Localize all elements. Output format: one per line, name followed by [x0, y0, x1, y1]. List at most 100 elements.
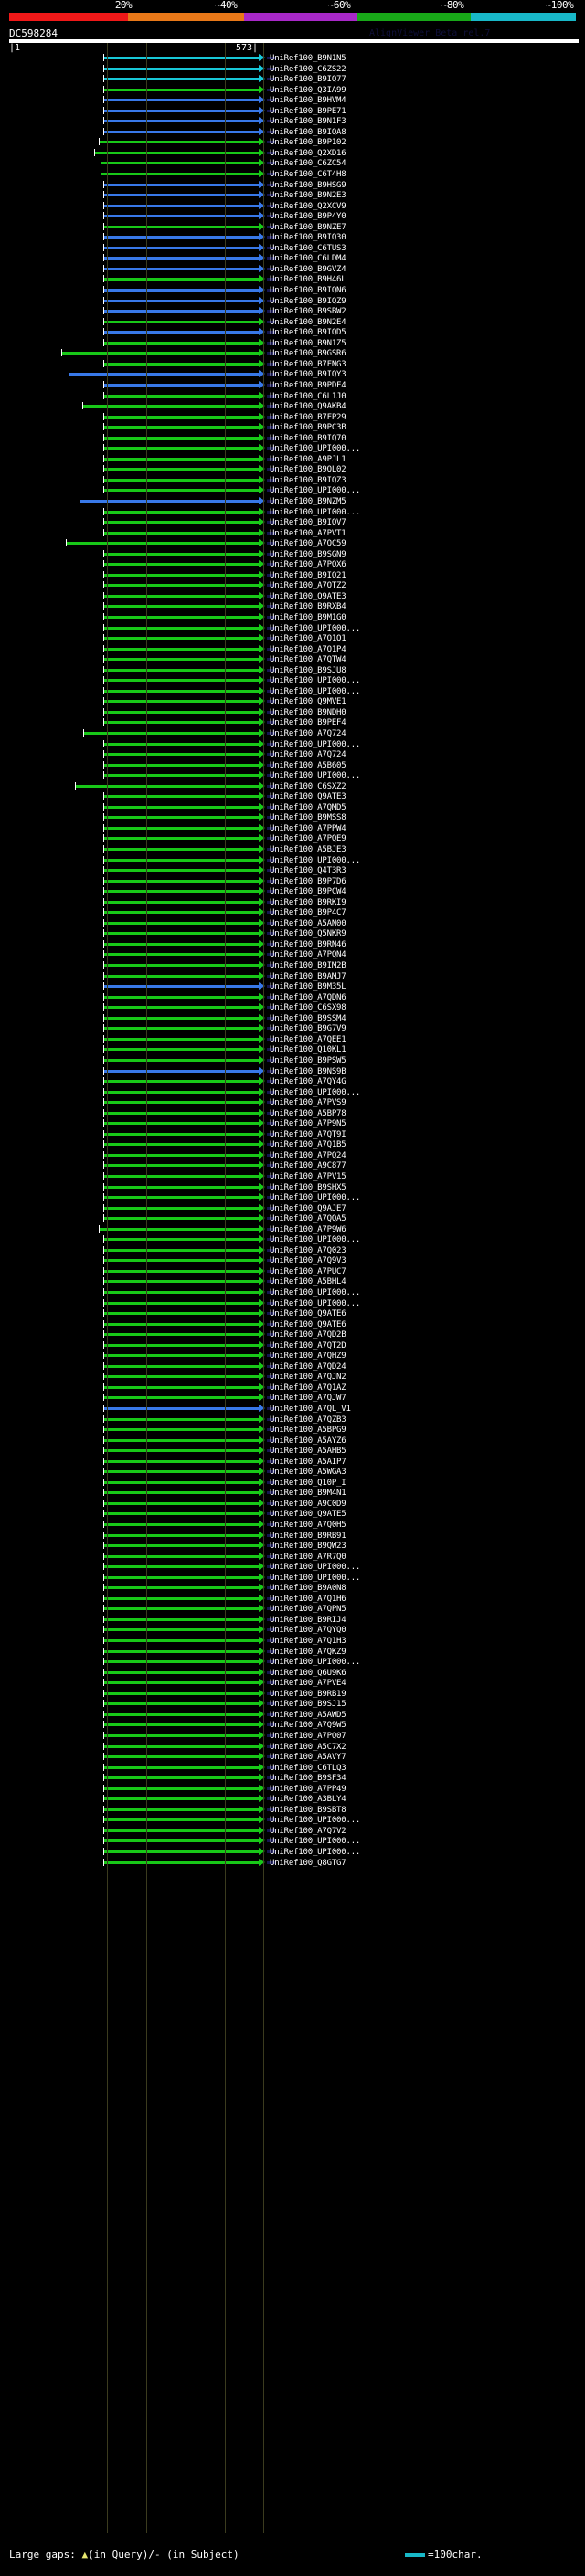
hit-bar[interactable] — [103, 67, 259, 70]
alignment-row[interactable]: UniRef100_A7PQN4 — [0, 949, 585, 960]
hit-bar[interactable] — [103, 57, 259, 59]
hit-label[interactable]: UniRef100_B9RIJ4 — [270, 1615, 346, 1625]
hit-label[interactable]: UniRef100_B9QL02 — [270, 465, 346, 475]
hit-bar[interactable] — [103, 1786, 259, 1790]
hit-bar[interactable] — [103, 1860, 259, 1864]
hit-bar[interactable] — [103, 1639, 259, 1643]
hit-bar[interactable] — [103, 1649, 259, 1653]
hit-label[interactable]: UniRef100_A7Q1AZ — [270, 1383, 346, 1393]
alignment-row[interactable]: UniRef100_A7Q1P4 — [0, 644, 585, 655]
hit-label[interactable]: UniRef100_A7P9N5 — [270, 1119, 346, 1129]
hit-label[interactable]: UniRef100_A5BPG9 — [270, 1426, 346, 1436]
hit-bar[interactable] — [103, 1269, 259, 1273]
alignment-row[interactable]: UniRef100_UPI000... — [0, 1193, 585, 1203]
hit-label[interactable]: UniRef100_A7Q9W5 — [270, 1721, 346, 1731]
hit-bar[interactable] — [103, 858, 259, 862]
hit-label[interactable]: UniRef100_UPI000... — [270, 1816, 361, 1826]
hit-bar[interactable] — [103, 1744, 259, 1748]
alignment-row[interactable]: UniRef100_Q9ATE5 — [0, 1509, 585, 1520]
hit-label[interactable]: UniRef100_UPI000... — [270, 1847, 361, 1857]
hit-label[interactable]: UniRef100_A7QYQ0 — [270, 1626, 346, 1636]
alignment-row[interactable]: UniRef100_B9M35L — [0, 981, 585, 992]
hit-bar[interactable] — [103, 710, 259, 714]
hit-label[interactable]: UniRef100_B9SJ15 — [270, 1700, 346, 1710]
hit-label[interactable]: UniRef100_B9GVZ4 — [270, 264, 346, 274]
hit-bar[interactable] — [103, 362, 259, 366]
hit-label[interactable]: UniRef100_A7PP49 — [270, 1784, 346, 1794]
hit-bar[interactable] — [103, 1111, 259, 1115]
alignment-row[interactable]: UniRef100_B9PE71 — [0, 106, 585, 117]
hit-bar[interactable] — [103, 299, 259, 302]
hit-bar[interactable] — [103, 1364, 259, 1368]
alignment-row[interactable]: UniRef100_Q9ATE3 — [0, 791, 585, 802]
alignment-row[interactable]: UniRef100_B9N1N5 — [0, 53, 585, 64]
alignment-row[interactable]: UniRef100_A7PVE4 — [0, 1678, 585, 1689]
hit-bar[interactable] — [103, 932, 259, 936]
hit-label[interactable]: UniRef100_B9RN46 — [270, 939, 346, 949]
hit-bar[interactable] — [103, 267, 259, 270]
alignment-row[interactable]: UniRef100_B9SBW2 — [0, 306, 585, 317]
alignment-row[interactable]: UniRef100_B9IQZ9 — [0, 296, 585, 307]
alignment-row[interactable]: UniRef100_Q2XD16 — [0, 148, 585, 159]
hit-bar[interactable] — [103, 1491, 259, 1495]
hit-label[interactable]: UniRef100_UPI000... — [270, 623, 361, 633]
hit-label[interactable]: UniRef100_A5AVY7 — [270, 1753, 346, 1763]
hit-bar[interactable] — [103, 626, 259, 630]
alignment-row[interactable]: UniRef100_B9SJU8 — [0, 665, 585, 676]
alignment-row[interactable]: UniRef100_B9IQD5 — [0, 327, 585, 338]
hit-bar[interactable] — [103, 1259, 259, 1263]
hit-label[interactable]: UniRef100_A7Q9V3 — [270, 1256, 346, 1267]
alignment-row[interactable]: UniRef100_Q9AKB4 — [0, 401, 585, 412]
hit-label[interactable]: UniRef100_B9HVM4 — [270, 96, 346, 106]
hit-label[interactable]: UniRef100_A7Q7V2 — [270, 1826, 346, 1836]
hit-label[interactable]: UniRef100_A7Q1H6 — [270, 1594, 346, 1604]
hit-bar[interactable] — [103, 1470, 259, 1474]
alignment-row[interactable]: UniRef100_Q4T3R3 — [0, 865, 585, 876]
hit-bar[interactable] — [103, 1607, 259, 1611]
alignment-row[interactable]: UniRef100_A7PV15 — [0, 1171, 585, 1182]
hit-label[interactable]: UniRef100_A9PJL1 — [270, 454, 346, 464]
alignment-row[interactable]: UniRef100_B9IQN6 — [0, 285, 585, 296]
alignment-row[interactable]: UniRef100_A7Q023 — [0, 1246, 585, 1256]
alignment-row[interactable]: UniRef100_A7QHZ9 — [0, 1351, 585, 1362]
hit-bar[interactable] — [103, 1712, 259, 1716]
hit-label[interactable]: UniRef100_UPI000... — [270, 855, 361, 865]
hit-label[interactable]: UniRef100_Q4T3R3 — [270, 866, 346, 876]
hit-label[interactable]: UniRef100_Q9ATE6 — [270, 1309, 346, 1320]
alignment-row[interactable]: UniRef100_Q10KL1 — [0, 1044, 585, 1055]
hit-bar[interactable] — [103, 668, 259, 672]
hit-label[interactable]: UniRef100_B9IQN6 — [270, 286, 346, 296]
alignment-row[interactable]: UniRef100_A7QQA5 — [0, 1214, 585, 1224]
alignment-row[interactable]: UniRef100_A3BLY4 — [0, 1794, 585, 1805]
alignment-row[interactable]: UniRef100_B9M1G0 — [0, 612, 585, 623]
hit-label[interactable]: UniRef100_B9HSG9 — [270, 180, 346, 190]
alignment-row[interactable]: UniRef100_A7PQ07 — [0, 1731, 585, 1742]
hit-label[interactable]: UniRef100_Q10P_I — [270, 1478, 346, 1488]
alignment-row[interactable]: UniRef100_A5B605 — [0, 760, 585, 771]
hit-label[interactable]: UniRef100_B9GSR6 — [270, 349, 346, 359]
hit-bar[interactable] — [103, 99, 259, 102]
hit-label[interactable]: UniRef100_A9C877 — [270, 1161, 346, 1171]
hit-label[interactable]: UniRef100_A5BHL4 — [270, 1277, 346, 1288]
hit-label[interactable]: UniRef100_B9IQ21 — [270, 570, 346, 580]
alignment-row[interactable]: UniRef100_A7QKZ9 — [0, 1647, 585, 1658]
hit-bar[interactable] — [103, 1143, 259, 1147]
hit-bar[interactable] — [103, 1132, 259, 1136]
hit-bar[interactable] — [103, 1459, 259, 1463]
alignment-row[interactable]: UniRef100_A7Q1H3 — [0, 1636, 585, 1647]
hit-bar[interactable] — [103, 1407, 259, 1410]
alignment-row[interactable]: UniRef100_UPI000... — [0, 623, 585, 634]
alignment-row[interactable]: UniRef100_A5AHB5 — [0, 1446, 585, 1457]
alignment-row[interactable]: UniRef100_A7QZB3 — [0, 1415, 585, 1426]
hit-label[interactable]: UniRef100_B9P7D6 — [270, 876, 346, 886]
alignment-row[interactable]: UniRef100_A7QD24 — [0, 1362, 585, 1373]
hit-label[interactable]: UniRef100_A7QZB3 — [270, 1415, 346, 1425]
hit-label[interactable]: UniRef100_A7PQX6 — [270, 560, 346, 570]
alignment-row[interactable]: UniRef100_B9QL02 — [0, 464, 585, 475]
hit-bar[interactable] — [103, 647, 259, 651]
hit-bar[interactable] — [103, 1839, 259, 1843]
hit-label[interactable]: UniRef100_B9SSM4 — [270, 1013, 346, 1023]
alignment-row[interactable]: UniRef100_A5AVY7 — [0, 1752, 585, 1763]
hit-label[interactable]: UniRef100_A5B605 — [270, 760, 346, 770]
hit-label[interactable]: UniRef100_A7Q724 — [270, 729, 346, 738]
